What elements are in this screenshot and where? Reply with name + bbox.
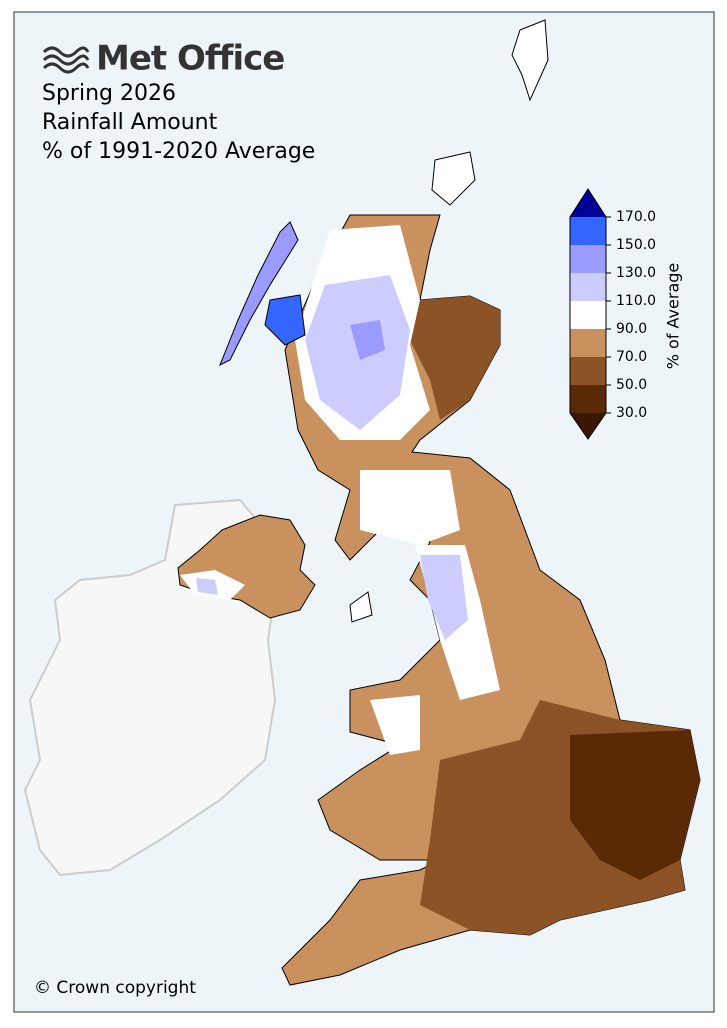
northeast-scotland (410, 296, 500, 420)
colorbar-segment (570, 329, 606, 357)
lake-district-wet (420, 555, 468, 640)
colorbar-segment (570, 245, 606, 273)
colorbar-tick-label: 110.0 (616, 293, 656, 309)
orkney (431, 151, 476, 206)
colorbar-over (570, 189, 606, 217)
colorbar-segment (570, 385, 606, 413)
colorbar-under (570, 413, 606, 439)
colorbar-tick-label: 170.0 (616, 209, 656, 225)
skye (264, 294, 306, 346)
shetland (511, 19, 549, 102)
highlands-very-wet (350, 320, 385, 360)
ni-blue (196, 578, 218, 595)
highlands-wet (305, 275, 410, 430)
outer-hebrides (219, 221, 299, 367)
colorbar-segment (570, 273, 606, 301)
colorbar-segment (570, 217, 606, 245)
colorbar: 30.0 50.0 70.0 90.0 110.0 130.0 150.0 170.0 (569, 188, 656, 440)
east-anglia-very-dry (570, 730, 700, 880)
logo-waves (42, 46, 90, 74)
wales-white (370, 695, 420, 755)
copyright: © Crown copyright (34, 978, 196, 998)
colorbar-tick-label: 150.0 (616, 237, 656, 253)
colorbar-tick-label: 70.0 (616, 349, 647, 365)
colorbar-tick-label: 130.0 (616, 265, 656, 281)
title-line: Rainfall Amount (42, 110, 218, 135)
colorbar-segment (570, 301, 606, 329)
title-line: Spring 2026 (42, 81, 176, 106)
brand: Met Office (96, 39, 284, 79)
isle-of-man (349, 591, 373, 623)
colorbar-segment (570, 357, 606, 385)
title-line: % of 1991-2020 Average (42, 139, 315, 164)
colorbar-label: % of Average (664, 263, 683, 370)
colorbar-tick-label: 50.0 (616, 377, 647, 393)
colorbar-tick-label: 30.0 (616, 405, 647, 421)
southern-uplands (360, 470, 460, 545)
colorbar-tick-label: 90.0 (616, 321, 647, 337)
